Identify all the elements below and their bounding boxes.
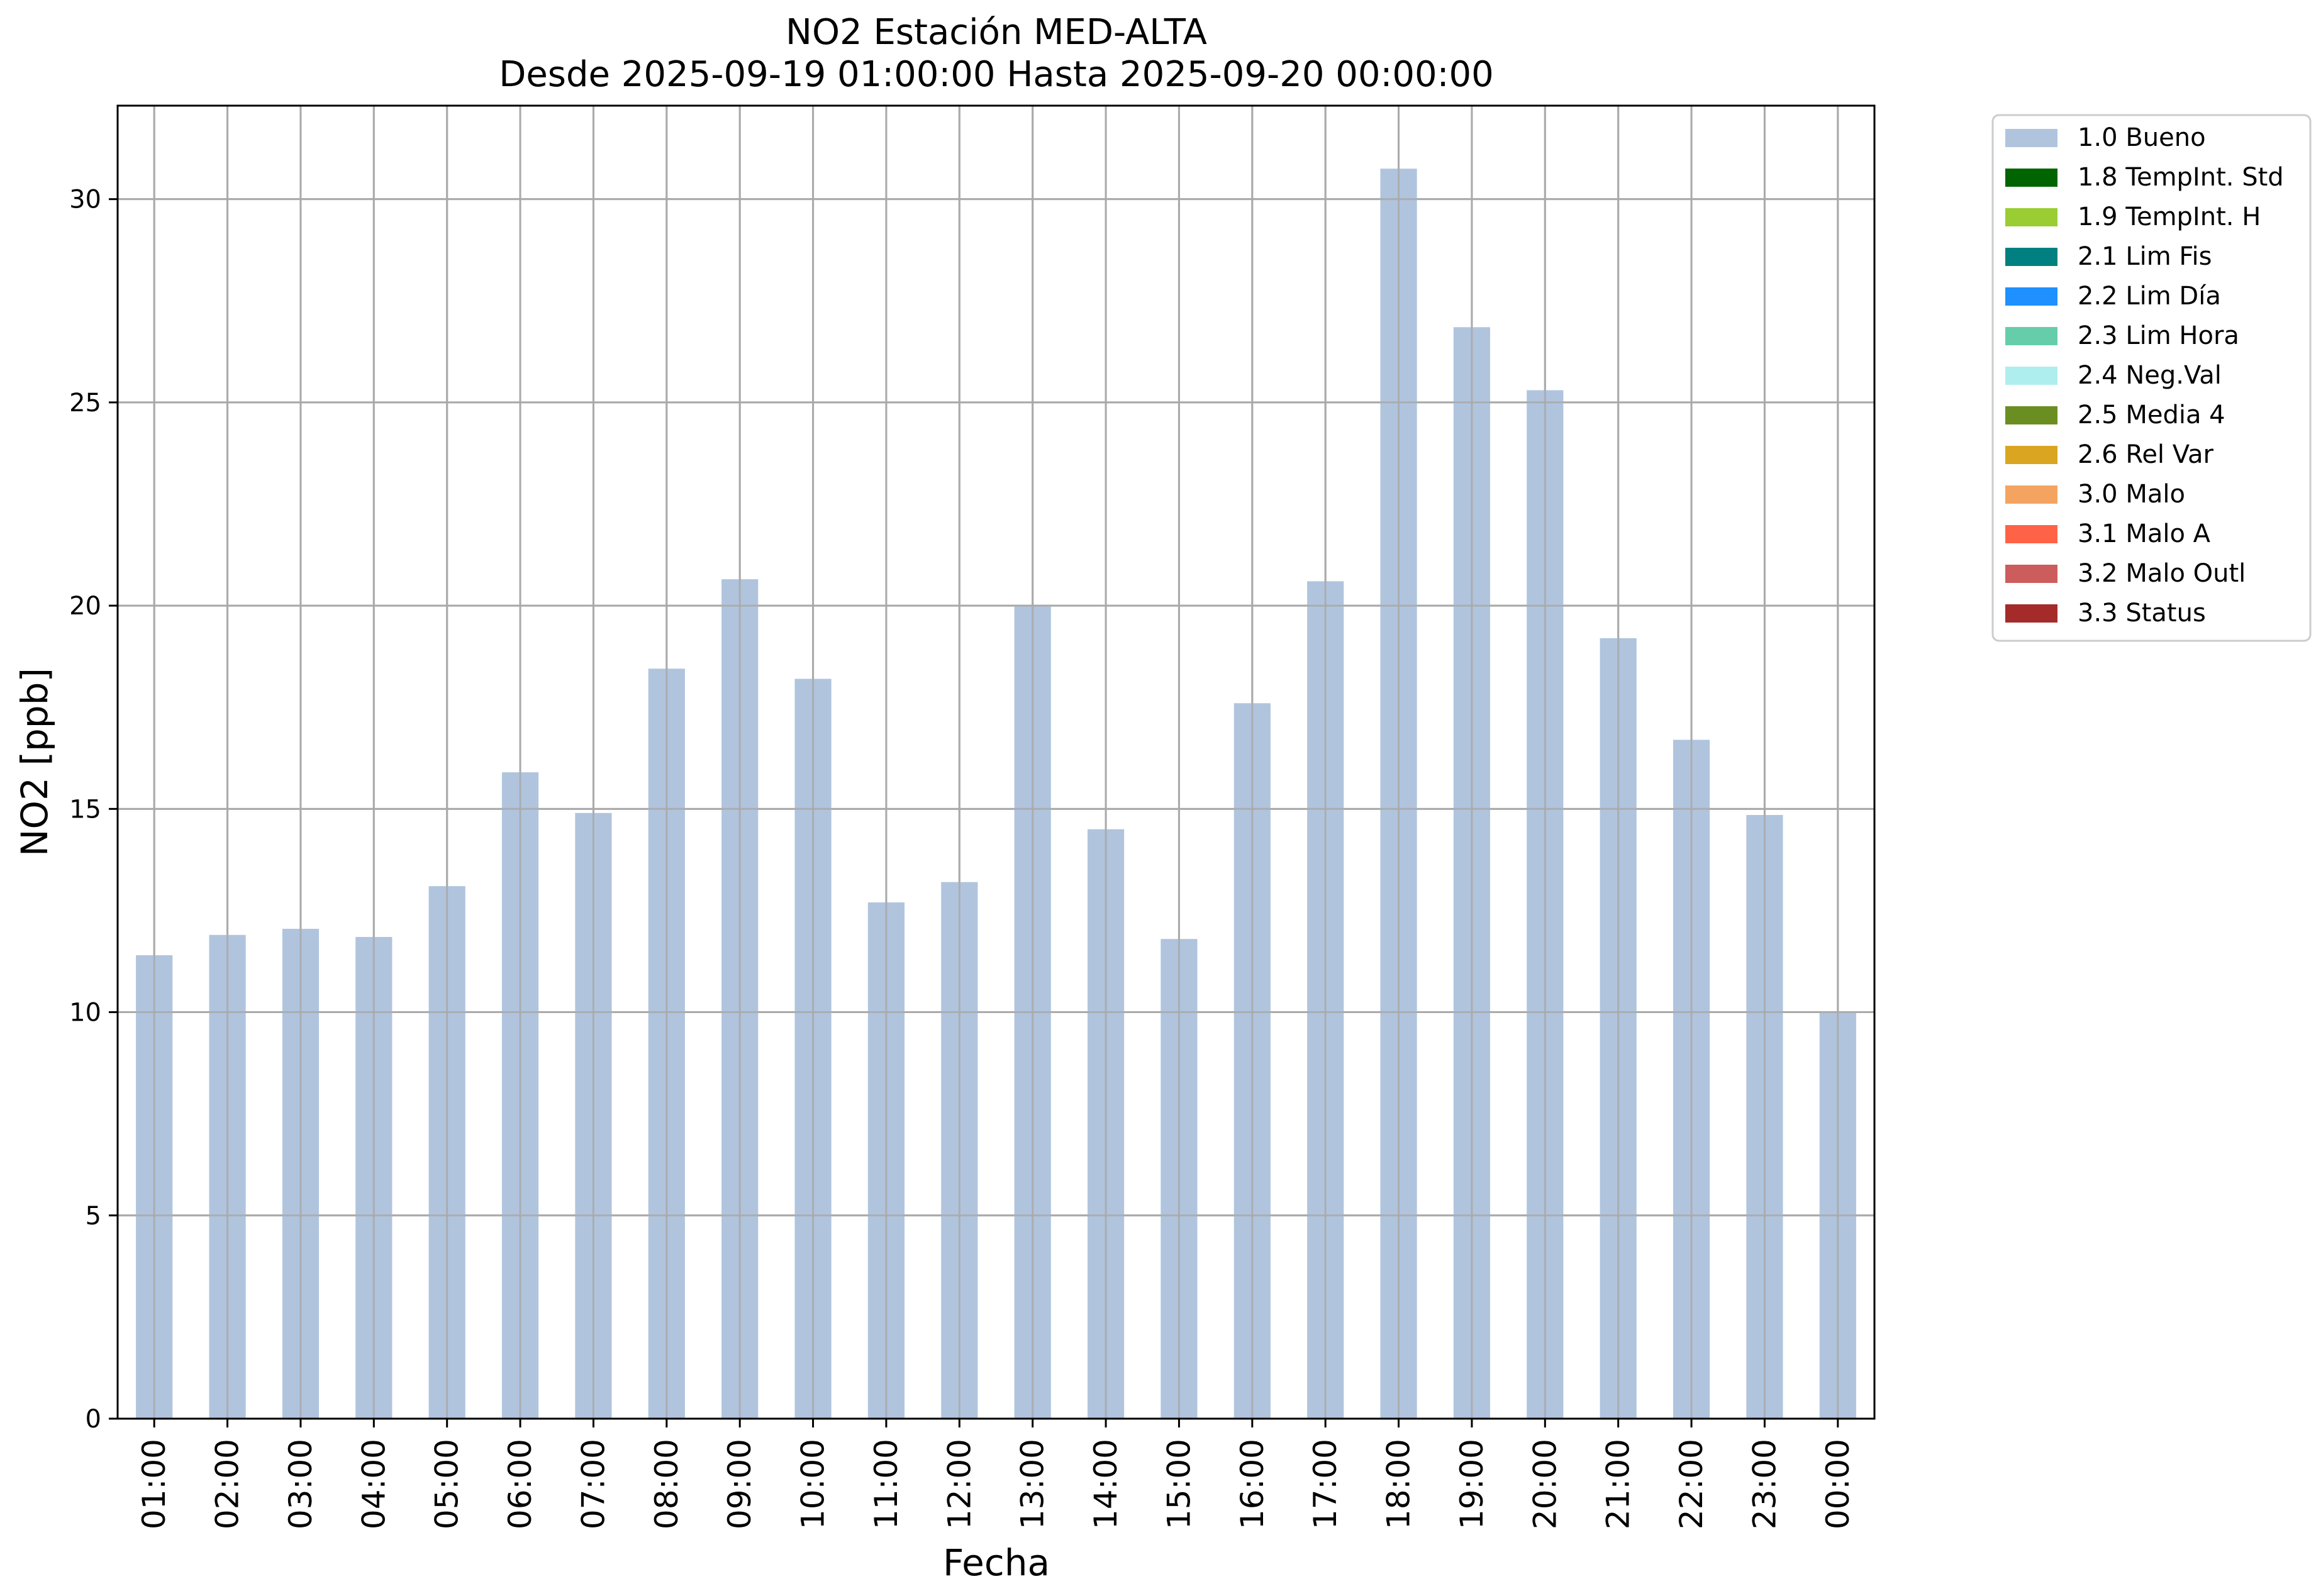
legend-label: 3.1 Malo A [2078, 519, 2211, 548]
legend-swatch [2005, 169, 2057, 187]
legend-label: 2.3 Lim Hora [2078, 321, 2239, 350]
x-tick-label: 16:00 [1234, 1439, 1271, 1529]
y-tick-label: 25 [69, 389, 101, 418]
legend-swatch [2005, 565, 2057, 583]
x-tick-label: 05:00 [429, 1439, 465, 1529]
legend-label: 1.0 Bueno [2078, 123, 2206, 152]
x-tick-label: 02:00 [209, 1439, 246, 1529]
plot-frame [116, 104, 1876, 1420]
x-axis-label: Fecha [943, 1541, 1050, 1584]
y-tick-label: 15 [69, 795, 101, 824]
y-tick-label: 20 [69, 592, 101, 621]
y-tick-label: 30 [69, 186, 101, 214]
bars [118, 106, 1874, 1420]
x-tick-label: 08:00 [649, 1439, 685, 1529]
x-tick-label: 04:00 [355, 1439, 392, 1529]
legend-label: 2.1 Lim Fis [2078, 242, 2212, 271]
legend-swatch [2005, 485, 2057, 504]
legend-label: 2.5 Media 4 [2078, 401, 2225, 429]
legend-swatch [2005, 327, 2057, 345]
chart-title-line2: Desde 2025-09-19 01:00:00 Hasta 2025-09-… [499, 54, 1494, 95]
legend-swatch [2005, 525, 2057, 543]
legend-swatch [2005, 406, 2057, 424]
x-tick-label: 15:00 [1161, 1439, 1197, 1529]
y-axis-label: NO2 [ppb] [13, 668, 56, 856]
y-tick-label: 10 [69, 999, 101, 1028]
legend-swatch [2005, 604, 2057, 623]
legend-label: 2.4 Neg.Val [2078, 361, 2222, 390]
x-tick-label: 07:00 [575, 1439, 611, 1529]
legend-swatch [2005, 446, 2057, 464]
x-tick-label: 11:00 [868, 1439, 905, 1529]
x-axis-ticks: 01:00 02:00 03:00 04:00 05:00 06:00 07:00 08:00… [136, 1419, 1856, 1529]
legend-label: 1.9 TempInt. H [2078, 202, 2261, 231]
x-tick-label: 18:00 [1381, 1439, 1417, 1529]
x-tick-label: 03:00 [282, 1439, 319, 1529]
x-tick-label: 21:00 [1600, 1439, 1637, 1529]
x-tick-label: 10:00 [795, 1439, 832, 1529]
legend-label: 3.0 Malo [2078, 480, 2185, 509]
legend-swatch [2005, 367, 2057, 385]
x-tick-label: 12:00 [941, 1439, 977, 1529]
legend-label: 1.8 TempInt. Std [2078, 163, 2284, 192]
x-tick-label: 00:00 [1820, 1439, 1856, 1529]
x-tick-label: 22:00 [1673, 1439, 1710, 1529]
legend-label: 3.3 Status [2078, 599, 2206, 628]
legend-swatch [2005, 287, 2057, 306]
x-tick-label: 19:00 [1454, 1439, 1490, 1529]
x-tick-label: 01:00 [136, 1439, 172, 1529]
legend: 1.0 Bueno 1.8 TempInt. Std 1.9 TempInt. H 2… [1991, 114, 2312, 642]
x-tick-label: 23:00 [1746, 1439, 1783, 1529]
chart-title-line1: NO2 Estación MED-ALTA [786, 12, 1207, 53]
legend-swatch [2005, 129, 2057, 147]
x-tick-label: 17:00 [1307, 1439, 1344, 1529]
x-tick-label: 14:00 [1088, 1439, 1124, 1529]
legend-swatch [2005, 248, 2057, 266]
x-tick-label: 13:00 [1015, 1439, 1051, 1529]
y-tick-label: 0 [86, 1405, 101, 1434]
legend-label: 3.2 Malo Outl [2078, 559, 2246, 588]
y-tick-label: 5 [86, 1202, 101, 1231]
legend-label: 2.6 Rel Var [2078, 440, 2214, 469]
y-axis-ticks: 0 5 10 15 20 25 30 [69, 186, 118, 1434]
legend-label: 2.2 Lim Día [2078, 282, 2221, 311]
legend-swatch [2005, 208, 2057, 226]
legend-box [1991, 114, 2312, 642]
x-tick-label: 09:00 [721, 1439, 758, 1529]
x-tick-label: 06:00 [502, 1439, 538, 1529]
x-tick-label: 20:00 [1527, 1439, 1563, 1529]
